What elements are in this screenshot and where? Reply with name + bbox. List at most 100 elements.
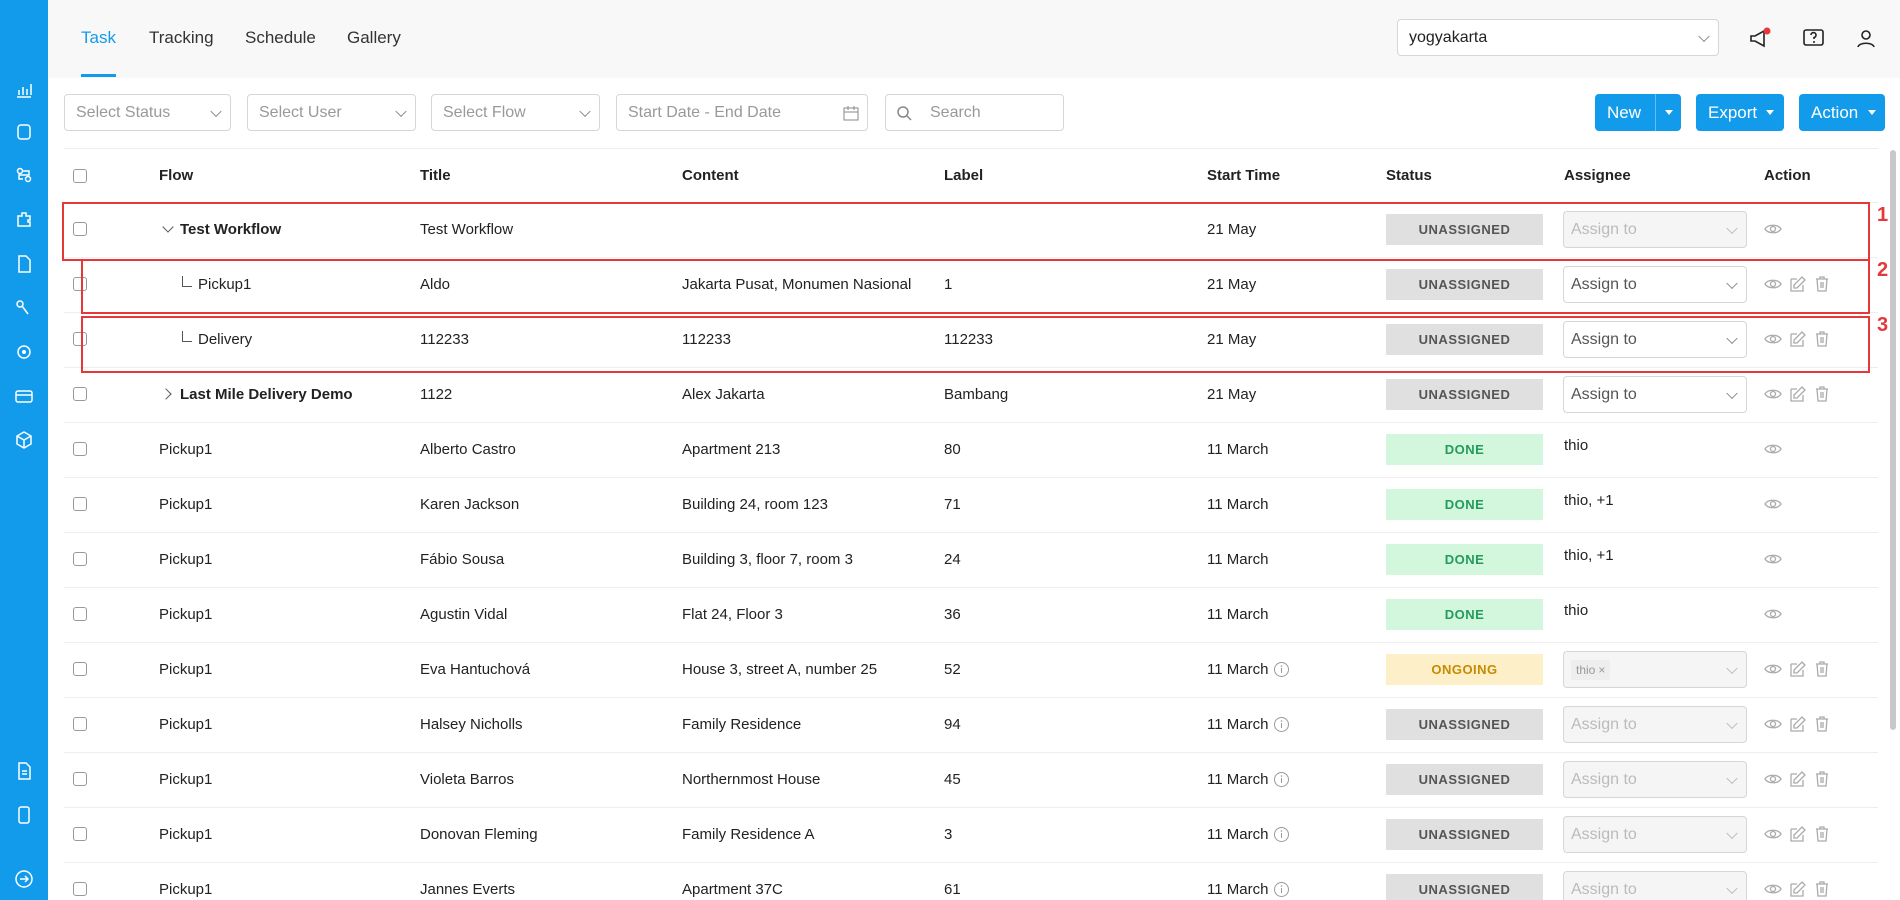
- delete-icon[interactable]: [1813, 770, 1831, 788]
- nav-icon[interactable]: [14, 254, 34, 274]
- task-row: Pickup1 Donovan Fleming Family Residence A…: [64, 807, 1878, 863]
- view-icon-svg: [1764, 719, 1782, 729]
- flow-filter[interactable]: Select Flow: [431, 94, 600, 131]
- content: Apartment 213: [682, 441, 781, 458]
- view-icon[interactable]: [1764, 660, 1782, 678]
- edit-icon[interactable]: [1789, 660, 1807, 678]
- nav-icon[interactable]: [14, 386, 34, 406]
- info-icon[interactable]: [1273, 881, 1290, 898]
- export-button[interactable]: Export: [1696, 94, 1784, 131]
- delete-icon[interactable]: [1813, 385, 1831, 403]
- action-button[interactable]: Action: [1799, 94, 1885, 131]
- checkbox[interactable]: [73, 717, 87, 731]
- collapse-icon[interactable]: [14, 869, 34, 889]
- view-icon[interactable]: [1764, 605, 1782, 623]
- status-badge: DONE: [1386, 599, 1543, 630]
- nav-icon[interactable]: [14, 122, 34, 142]
- assignee-select[interactable]: Assign to: [1563, 706, 1747, 743]
- nav-tab[interactable]: Tracking: [149, 28, 214, 47]
- location-select[interactable]: yogyakarta: [1397, 19, 1719, 56]
- checkbox[interactable]: [73, 332, 87, 346]
- announce-icon[interactable]: [1748, 27, 1772, 51]
- user-icon[interactable]: [1854, 27, 1878, 51]
- view-icon[interactable]: [1764, 715, 1782, 733]
- nav-icon[interactable]: [14, 430, 34, 450]
- edit-icon[interactable]: [1789, 275, 1807, 293]
- date-filter[interactable]: Start Date - End Date: [616, 94, 868, 131]
- info-icon[interactable]: [1273, 826, 1290, 843]
- delete-icon[interactable]: [1813, 275, 1831, 293]
- checkbox[interactable]: [73, 442, 87, 456]
- view-icon[interactable]: [1764, 220, 1782, 238]
- view-icon[interactable]: [1764, 550, 1782, 568]
- edit-icon-svg: [1790, 386, 1806, 402]
- new-button[interactable]: New: [1595, 94, 1681, 131]
- view-icon[interactable]: [1764, 330, 1782, 348]
- nav-icon[interactable]: [14, 342, 34, 362]
- assignee-select[interactable]: Assign to: [1563, 871, 1747, 900]
- column-header: Start Time: [1207, 167, 1281, 184]
- flow: Pickup1: [159, 441, 213, 458]
- info-icon[interactable]: [1273, 661, 1290, 678]
- assignee-select[interactable]: Assign to: [1563, 266, 1747, 303]
- edit-icon[interactable]: [1789, 385, 1807, 403]
- view-icon[interactable]: [1764, 825, 1782, 843]
- nav-icon[interactable]: [14, 210, 34, 230]
- calendar-icon: [843, 106, 859, 121]
- delete-icon[interactable]: [1813, 880, 1831, 898]
- view-icon[interactable]: [1764, 440, 1782, 458]
- checkbox[interactable]: [73, 772, 87, 786]
- delete-icon[interactable]: [1813, 660, 1831, 678]
- view-icon[interactable]: [1764, 275, 1782, 293]
- delete-icon[interactable]: [1813, 715, 1831, 733]
- status-filter[interactable]: Select Status: [64, 94, 231, 131]
- checkbox[interactable]: [73, 387, 87, 401]
- assignee-select[interactable]: thio ×: [1563, 651, 1747, 688]
- scrollbar[interactable]: [1890, 150, 1896, 730]
- checkbox[interactable]: [73, 222, 87, 236]
- nav-icon[interactable]: [14, 165, 34, 185]
- tag-close[interactable]: ×: [1598, 663, 1606, 677]
- info-icon[interactable]: [1273, 771, 1290, 788]
- delete-icon[interactable]: [1813, 825, 1831, 843]
- edit-icon[interactable]: [1789, 880, 1807, 898]
- checkbox[interactable]: [73, 277, 87, 291]
- nav-tab[interactable]: Schedule: [245, 28, 316, 47]
- checkbox[interactable]: [73, 827, 87, 841]
- view-icon[interactable]: [1764, 385, 1782, 403]
- edit-icon[interactable]: [1789, 825, 1807, 843]
- assignee-select[interactable]: Assign to: [1563, 761, 1747, 798]
- help-icon[interactable]: [1802, 27, 1826, 51]
- search-box[interactable]: Search: [885, 94, 1064, 131]
- user-filter[interactable]: Select User: [247, 94, 416, 131]
- checkbox[interactable]: [73, 497, 87, 511]
- label: 24: [944, 551, 961, 568]
- nav-tab[interactable]: Gallery: [347, 28, 401, 47]
- top-bar: Task Tracking Schedule Gallery yogyakarta: [48, 0, 1900, 78]
- edit-icon[interactable]: [1789, 330, 1807, 348]
- info-icon[interactable]: [1273, 716, 1290, 733]
- edit-icon[interactable]: [1789, 770, 1807, 788]
- view-icon[interactable]: [1764, 770, 1782, 788]
- nav-icon[interactable]: [14, 298, 34, 318]
- edit-icon[interactable]: [1789, 715, 1807, 733]
- nav-icon[interactable]: [14, 805, 34, 825]
- assignee-select[interactable]: Assign to: [1563, 211, 1747, 248]
- delete-icon-svg: [1816, 771, 1828, 787]
- checkbox[interactable]: [73, 552, 87, 566]
- assignee-select[interactable]: Assign to: [1563, 321, 1747, 358]
- view-icon[interactable]: [1764, 495, 1782, 513]
- view-icon[interactable]: [1764, 880, 1782, 898]
- checkbox[interactable]: [73, 882, 87, 896]
- checkbox[interactable]: [73, 662, 87, 676]
- nav-tab[interactable]: Task: [81, 28, 116, 47]
- checkbox[interactable]: [73, 169, 87, 183]
- nav-icon[interactable]: [14, 80, 34, 100]
- assignee-select[interactable]: Assign to: [1563, 376, 1747, 413]
- assignee-select[interactable]: Assign to: [1563, 816, 1747, 853]
- expand-toggle[interactable]: [160, 388, 172, 400]
- assignee: thio, +1: [1564, 492, 1614, 509]
- delete-icon[interactable]: [1813, 330, 1831, 348]
- checkbox[interactable]: [73, 607, 87, 621]
- nav-icon[interactable]: [14, 761, 34, 781]
